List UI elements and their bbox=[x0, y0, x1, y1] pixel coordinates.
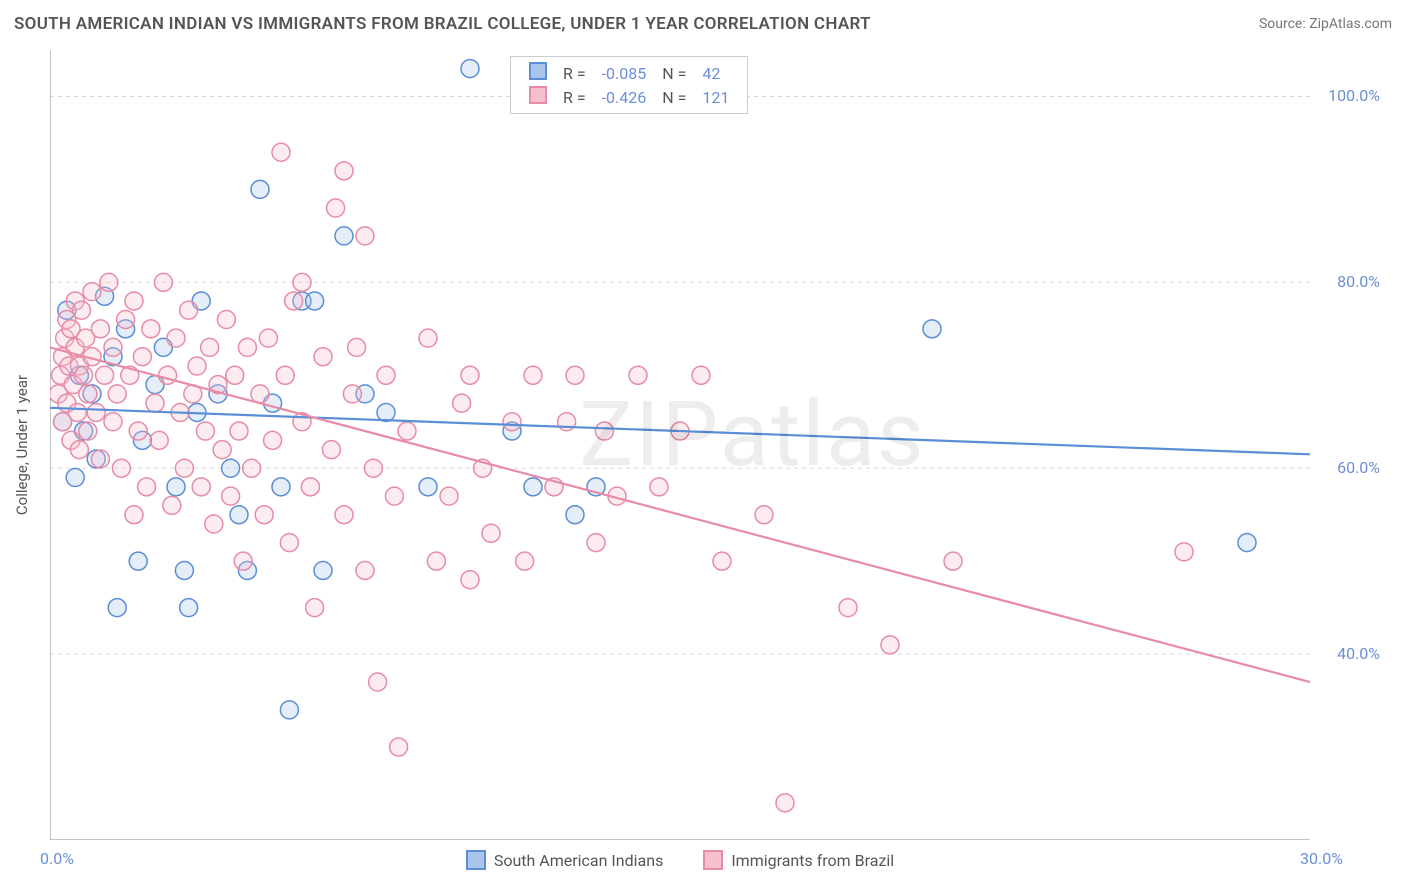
y-tick-label: 60.0% bbox=[1337, 458, 1380, 477]
legend-swatch bbox=[703, 850, 723, 870]
y-axis-label: College, Under 1 year bbox=[13, 375, 31, 515]
legend-item: Immigrants from Brazil bbox=[703, 850, 894, 870]
stat-legend-cell: 42 bbox=[694, 61, 737, 85]
legend-item: South American Indians bbox=[466, 850, 664, 870]
legend-swatch bbox=[529, 62, 547, 80]
legend-label: Immigrants from Brazil bbox=[731, 851, 894, 870]
y-tick-label: 100.0% bbox=[1328, 86, 1380, 105]
stat-legend-cell: R = bbox=[555, 61, 594, 85]
source-name: ZipAtlas.com bbox=[1309, 16, 1392, 32]
scatter-plot bbox=[50, 50, 1310, 840]
y-tick-label: 80.0% bbox=[1337, 272, 1380, 291]
y-tick-label: 40.0% bbox=[1337, 644, 1380, 663]
stat-legend-cell: N = bbox=[654, 61, 694, 85]
bottom-legend: South American Indians Immigrants from Br… bbox=[50, 850, 1310, 870]
stat-legend-cell: R = bbox=[555, 85, 594, 109]
stat-legend-cell: -0.426 bbox=[594, 85, 655, 109]
source: Source: ZipAtlas.com bbox=[1259, 16, 1392, 32]
chart-title: SOUTH AMERICAN INDIAN VS IMMIGRANTS FROM… bbox=[14, 14, 871, 34]
legend-swatch bbox=[529, 86, 547, 104]
stat-legend-cell: -0.085 bbox=[594, 61, 655, 85]
stat-legend-cell: N = bbox=[654, 85, 694, 109]
stat-legend-cell: 121 bbox=[694, 85, 737, 109]
stat-legend-row: R =-0.085N =42 bbox=[521, 61, 737, 85]
stat-legend-row: R =-0.426N =121 bbox=[521, 85, 737, 109]
legend-swatch bbox=[466, 850, 486, 870]
stat-legend: R =-0.085N =42R =-0.426N =121 bbox=[510, 56, 748, 114]
chart-area: College, Under 1 year ZIPatlas 40.0%60.0… bbox=[50, 50, 1310, 840]
legend-label: South American Indians bbox=[494, 851, 664, 870]
header-row: SOUTH AMERICAN INDIAN VS IMMIGRANTS FROM… bbox=[14, 14, 1392, 34]
source-label: Source: bbox=[1259, 16, 1309, 32]
